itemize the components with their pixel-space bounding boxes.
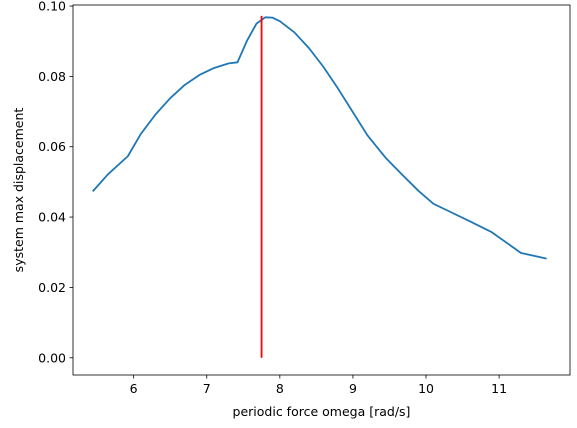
x-axis-label: periodic force omega [rad/s] — [233, 404, 411, 419]
y-axis-label: system max displacement — [11, 108, 26, 273]
x-tick-label: 9 — [349, 381, 357, 396]
displacement-curve — [92, 16, 547, 260]
plot-frame — [72, 4, 571, 376]
y-tick-label: 0.06 — [38, 139, 66, 154]
y-tick-label: 0.10 — [38, 0, 66, 14]
y-tick-label: 0.02 — [38, 280, 66, 295]
x-tick-label: 11 — [491, 381, 507, 396]
y-tick-label: 0.00 — [38, 350, 66, 365]
y-tick-label: 0.08 — [38, 69, 66, 84]
x-tick-label: 7 — [203, 381, 211, 396]
x-tick-label: 10 — [418, 381, 434, 396]
x-tick-label: 6 — [130, 381, 138, 396]
x-tick-label: 8 — [276, 381, 284, 396]
plot-area — [73, 5, 570, 375]
y-tick-label: 0.04 — [38, 210, 66, 225]
